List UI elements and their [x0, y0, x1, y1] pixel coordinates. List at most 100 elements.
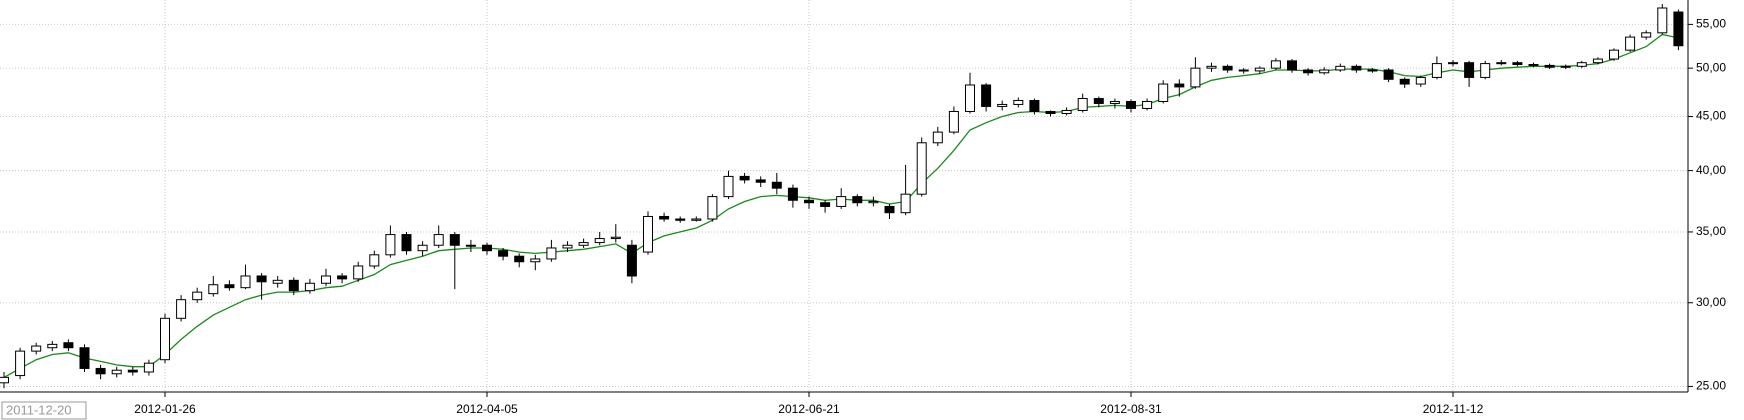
candle-body: [916, 142, 927, 195]
candle-body: [723, 175, 734, 198]
candle-body: [787, 187, 798, 201]
candle-body: [884, 205, 895, 214]
candle-body: [1431, 63, 1442, 78]
candle-body: [256, 275, 267, 283]
candle-body: [1657, 7, 1668, 34]
candle-body: [1512, 62, 1523, 65]
candle-body: [739, 175, 750, 181]
candle-body: [143, 362, 154, 373]
candle-body: [1544, 64, 1555, 68]
candle-body: [1045, 110, 1056, 114]
candle-body: [900, 193, 911, 214]
candle-body: [659, 215, 670, 220]
candle-body: [1448, 62, 1458, 65]
candle-body: [997, 103, 1008, 107]
candle-body: [594, 238, 605, 244]
candle-body: [1077, 98, 1088, 111]
candle-body: [482, 244, 492, 252]
candle-body: [192, 291, 203, 301]
candle-body: [1061, 109, 1072, 114]
candle-body: [353, 265, 364, 280]
candle-body: [1383, 69, 1394, 80]
candle-body: [160, 317, 170, 361]
candle-body: [1142, 100, 1153, 109]
candle-body: [47, 343, 58, 349]
candle-body: [176, 299, 187, 319]
candle-body: [868, 200, 879, 204]
candle-body: [0, 376, 9, 384]
candle-body: [514, 255, 525, 263]
candle-body: [1287, 60, 1297, 71]
candle-body: [1013, 99, 1024, 105]
candle-body: [385, 234, 396, 256]
candle-body: [337, 275, 348, 280]
candle-body: [272, 279, 283, 284]
candle-body: [63, 342, 74, 349]
candle-body: [1399, 78, 1410, 85]
candle-body: [1528, 63, 1539, 66]
y-tick-label: 35,00: [1696, 224, 1726, 238]
x-tick-label: 2012-01-26: [134, 402, 196, 416]
candle-body: [1254, 67, 1265, 72]
candle-body: [546, 247, 557, 260]
candle-body: [79, 347, 90, 369]
candle-body: [965, 84, 975, 112]
x-tick-label: 2012-11-12: [1423, 402, 1484, 416]
y-tick-label: 40,00: [1696, 163, 1726, 177]
y-tick-label: 25.00: [1696, 379, 1726, 393]
candle-body: [1335, 65, 1346, 71]
candle-body: [1222, 65, 1233, 71]
candle-body: [1496, 62, 1507, 65]
candle-body: [578, 242, 589, 246]
candle-body: [1641, 32, 1652, 38]
candle-body: [1367, 69, 1378, 72]
candle-body: [95, 367, 106, 375]
date-box: [1, 401, 87, 420]
candle-body: [1625, 36, 1636, 51]
candle-body: [208, 284, 219, 295]
candle-body: [1351, 65, 1362, 71]
candle-body: [1673, 11, 1684, 47]
candle-body: [675, 218, 686, 221]
x-tick-label: 2012-04-05: [456, 402, 518, 416]
candle-body: [804, 199, 814, 204]
x-tick-label: 2012-06-21: [778, 402, 840, 416]
candle-body: [1609, 49, 1619, 60]
candle-body: [1093, 98, 1104, 104]
y-tick-label: 30,00: [1696, 295, 1726, 309]
candle-body: [1270, 60, 1281, 69]
candle-body: [224, 284, 235, 289]
candle-body: [369, 254, 380, 267]
candle-body: [449, 234, 460, 246]
candle-body: [417, 244, 428, 252]
candle-body: [321, 275, 331, 284]
candle-body: [1174, 83, 1185, 88]
candle-body: [1592, 58, 1603, 64]
candle-body: [530, 258, 541, 263]
y-tick-label: 50,00: [1696, 60, 1726, 74]
candle-body: [1126, 100, 1136, 109]
candle-body: [1319, 69, 1330, 74]
candle-body: [127, 369, 138, 373]
candle-body: [111, 369, 122, 375]
candle-body: [1560, 65, 1571, 68]
candle-body: [304, 282, 315, 292]
candle-body: [31, 345, 42, 352]
candle-body: [755, 179, 766, 183]
candle-body: [240, 275, 251, 289]
x-tick-label: 2012-08-31: [1100, 402, 1162, 416]
candle-body: [1303, 69, 1314, 74]
candle-body: [1464, 62, 1475, 78]
candle-body: [288, 279, 299, 292]
candle-body: [1576, 62, 1587, 67]
candle-body: [498, 250, 509, 257]
candle-body: [836, 196, 847, 207]
candle-body: [1415, 76, 1426, 85]
x-tick-label: 2011-12-20: [6, 402, 72, 417]
candle-body: [771, 181, 782, 189]
candle-body: [465, 244, 476, 247]
candle-body: [643, 215, 653, 253]
candle-body: [610, 236, 621, 240]
